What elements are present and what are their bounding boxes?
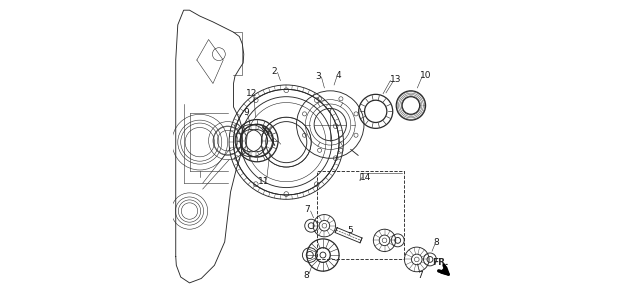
- Bar: [317, 171, 404, 259]
- Text: 10: 10: [420, 71, 432, 80]
- Text: 8: 8: [303, 271, 309, 280]
- Text: 12: 12: [246, 89, 258, 98]
- Text: 5: 5: [348, 226, 353, 235]
- Text: 14: 14: [360, 173, 371, 182]
- Text: 8: 8: [433, 238, 438, 247]
- Text: 2: 2: [271, 67, 276, 76]
- Text: 9: 9: [243, 108, 249, 117]
- Text: 13: 13: [390, 75, 401, 83]
- Text: 7: 7: [417, 271, 422, 280]
- Text: 4: 4: [335, 71, 341, 80]
- Text: 7: 7: [305, 205, 310, 214]
- Text: 11: 11: [258, 177, 269, 186]
- Text: 3: 3: [316, 72, 321, 81]
- Text: FR.: FR.: [432, 258, 449, 267]
